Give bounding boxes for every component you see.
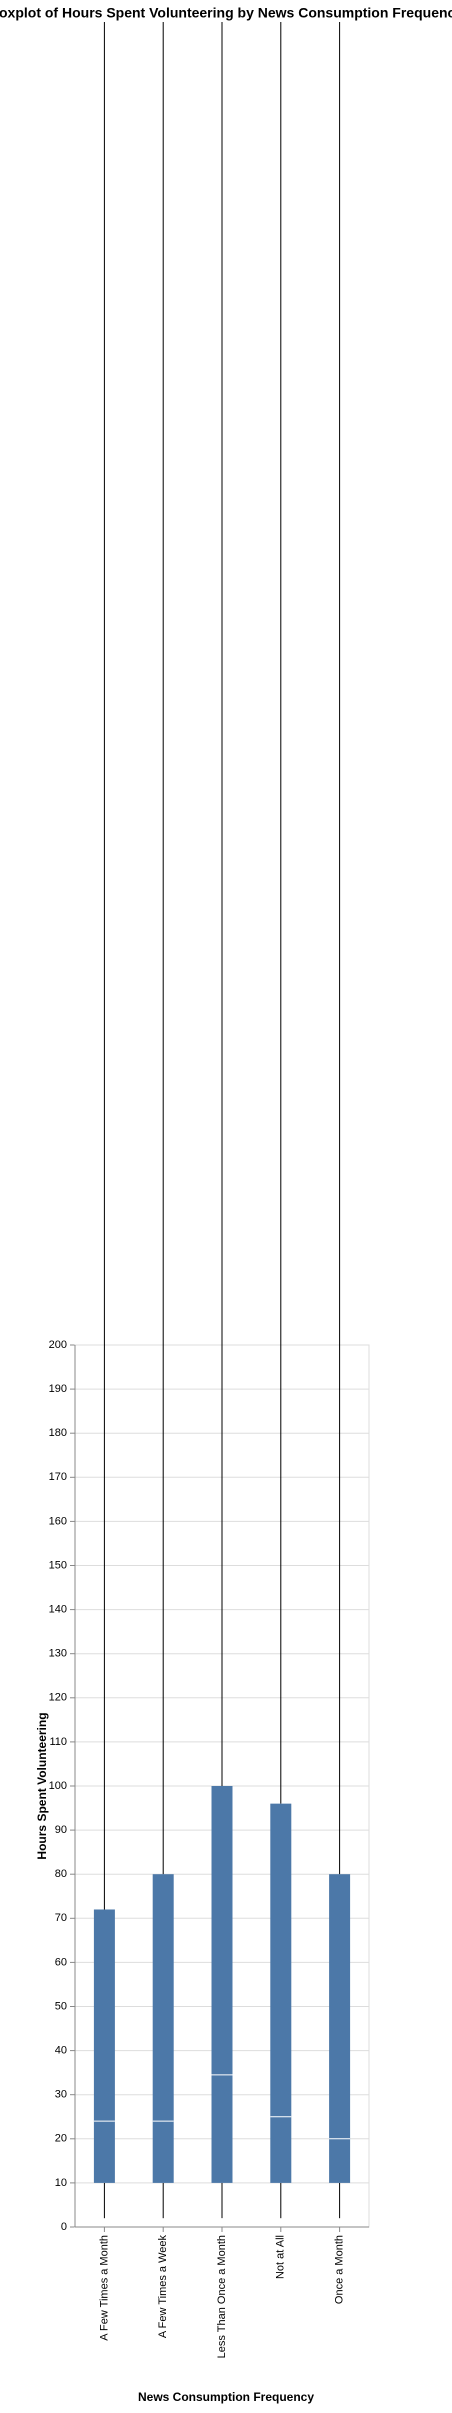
- y-tick-label: 130: [49, 1648, 67, 1660]
- box: [93, 1909, 115, 2183]
- y-tick-label: 20: [55, 2133, 67, 2145]
- y-tick-label: 30: [55, 2089, 67, 2101]
- y-tick-label: 10: [55, 2177, 67, 2189]
- x-tick-label: A Few Times a Month: [98, 2235, 110, 2341]
- y-tick-label: 170: [49, 1471, 67, 1483]
- y-tick-label: 160: [49, 1515, 67, 1527]
- box: [152, 1874, 174, 2183]
- x-tick-label: A Few Times a Week: [157, 2235, 169, 2339]
- y-tick-label: 100: [49, 1780, 67, 1792]
- y-tick-label: 50: [55, 2000, 67, 2012]
- y-tick-label: 70: [55, 1912, 67, 1924]
- y-tick-label: 60: [55, 1956, 67, 1968]
- y-tick-label: 40: [55, 2045, 67, 2057]
- chart-title: Boxplot of Hours Spent Volunteering by N…: [0, 5, 452, 21]
- x-axis-title: News Consumption Frequency: [138, 2390, 314, 2404]
- y-tick-label: 0: [61, 2221, 67, 2233]
- y-tick-label: 90: [55, 1824, 67, 1836]
- y-tick-label: 190: [49, 1383, 67, 1395]
- y-tick-label: 200: [49, 1339, 67, 1351]
- y-tick-label: 80: [55, 1868, 67, 1880]
- y-tick-label: 110: [49, 1736, 67, 1748]
- box: [211, 1786, 233, 2183]
- y-axis-title: Hours Spent Volunteering: [35, 1712, 49, 1859]
- y-tick-label: 140: [49, 1604, 67, 1616]
- box: [270, 1803, 292, 2183]
- y-tick-label: 150: [49, 1559, 67, 1571]
- y-tick-label: 120: [49, 1692, 67, 1704]
- box: [329, 1874, 351, 2183]
- x-tick-label: Not at All: [275, 2235, 287, 2279]
- x-tick-label: Less Than Once a Month: [216, 2235, 228, 2358]
- x-tick-label: Once a Month: [334, 2235, 346, 2304]
- y-tick-label: 180: [49, 1427, 67, 1439]
